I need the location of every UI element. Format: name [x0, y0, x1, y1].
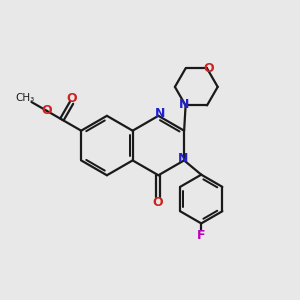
Text: O: O	[203, 62, 214, 75]
Text: N: N	[155, 107, 165, 120]
Text: O: O	[153, 196, 164, 208]
Text: N: N	[178, 152, 188, 165]
Text: O: O	[66, 92, 77, 105]
Text: CH₃: CH₃	[15, 93, 34, 103]
Text: F: F	[197, 229, 206, 242]
Text: N: N	[179, 98, 190, 111]
Text: O: O	[42, 104, 52, 117]
